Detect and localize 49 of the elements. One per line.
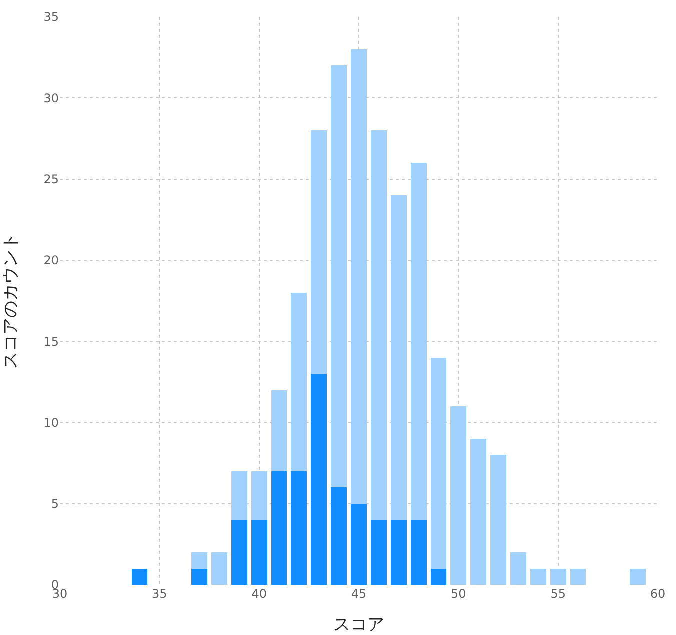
bar [251, 520, 268, 585]
y-tick-label: 15 [44, 334, 59, 349]
bar [390, 520, 407, 585]
bar [291, 292, 308, 472]
bar [251, 471, 268, 520]
bar [192, 568, 208, 585]
x-tick-label: 35 [152, 587, 168, 601]
bar [211, 552, 228, 585]
y-tick-label: 35 [44, 10, 59, 24]
bar [351, 49, 367, 504]
bar [331, 66, 348, 488]
bar [470, 438, 487, 585]
bar [271, 471, 288, 585]
bar [490, 455, 507, 585]
y-tick-label: 25 [44, 172, 59, 186]
bar [192, 552, 208, 569]
x-tick-label: 50 [451, 587, 466, 601]
y-tick-label: 5 [51, 497, 59, 512]
x-tick-label: 45 [351, 587, 367, 601]
bar [231, 471, 248, 520]
y-axis-title: スコアのカウント [1, 233, 21, 369]
bar [271, 390, 288, 472]
bar [530, 568, 546, 585]
y-tick-label: 10 [44, 416, 59, 430]
x-tick-label: 55 [550, 587, 566, 601]
bar [390, 196, 407, 520]
bar [370, 520, 387, 585]
y-tick-label: 30 [44, 91, 59, 106]
bar [370, 130, 387, 520]
bar [630, 568, 646, 585]
bar [351, 504, 367, 585]
bar [410, 520, 427, 585]
bar [231, 520, 248, 585]
bar [570, 568, 586, 585]
x-tick-label: 40 [252, 587, 267, 601]
x-axis-title: スコア [334, 615, 384, 635]
bar [430, 358, 447, 569]
bar [410, 163, 427, 520]
bar [550, 568, 566, 585]
bar [291, 471, 308, 585]
bar [510, 552, 526, 585]
bar [430, 568, 447, 585]
bar [311, 130, 328, 374]
bar [311, 374, 328, 585]
x-tick-label: 60 [650, 587, 666, 601]
bar [132, 568, 148, 585]
bar [450, 406, 467, 585]
y-tick-label: 20 [44, 254, 59, 268]
bar [331, 488, 348, 585]
